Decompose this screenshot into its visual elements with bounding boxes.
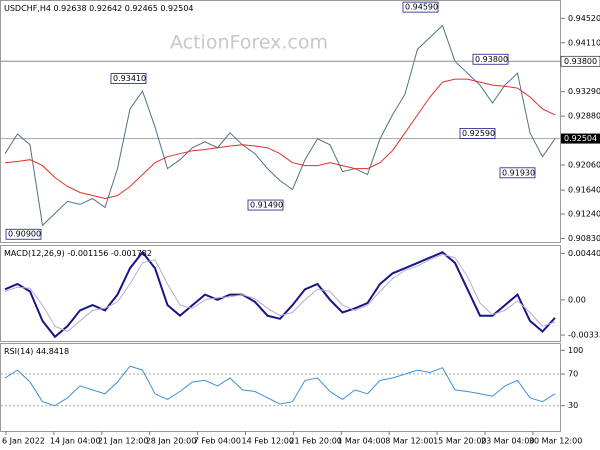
annotation-box — [110, 73, 147, 84]
annotation-box — [499, 167, 536, 179]
x-tick-label: 30 Mar 12:00 — [529, 437, 582, 446]
annotation-box — [472, 53, 509, 65]
current-price-label: 0.92504 — [564, 134, 597, 143]
y-tick-label: 0.90830 — [568, 234, 600, 243]
y-tick-label: 0.92880 — [568, 112, 600, 121]
series-line — [4, 365, 556, 407]
header-value: 0.92465 — [125, 4, 158, 13]
y-tick-label: 0.94520 — [568, 14, 600, 23]
rsi-panel — [0, 343, 561, 432]
annotation-box — [402, 1, 439, 13]
x-tick-label: 21 Jan 12:00 — [98, 437, 149, 446]
x-tick-label: 14 Feb 12:00 — [242, 437, 294, 446]
header-value: USDCHF,H4 — [4, 4, 51, 13]
y-tick-label: 30 — [568, 401, 578, 410]
annotation-label: 0.91930 — [502, 168, 535, 177]
chart-header: USDCHF,H4 0.92638 0.92642 0.92465 0.9250… — [4, 4, 194, 13]
caption-part: -0.001782 — [111, 249, 152, 258]
header-value: 0.92504 — [160, 4, 193, 13]
y-tick-label: 100 — [568, 346, 583, 355]
y-tick-label: 0.93800 — [564, 57, 597, 66]
caption-part: 44.8418 — [36, 347, 69, 356]
indicator-caption: RSI(14) 44.8418 — [4, 347, 69, 356]
annotation-label: 0.90900 — [8, 230, 41, 239]
header-value: 0.92638 — [54, 4, 87, 13]
highlight-box — [560, 55, 600, 67]
series-line — [4, 253, 556, 333]
annotation-label: 0.93800 — [475, 55, 508, 64]
annotation-box — [459, 128, 496, 139]
x-tick-label: 28 Jan 20:00 — [146, 437, 197, 446]
x-tick-label: 6 Jan 2022 — [2, 437, 45, 446]
current-price-box — [561, 133, 600, 144]
macd-panel — [0, 245, 561, 342]
x-tick-label: 1 Mar 04:00 — [337, 437, 385, 446]
annotation-label: 0.94590 — [405, 3, 438, 12]
x-tick-label: 21 Feb 20:00 — [289, 437, 341, 446]
series-line — [4, 78, 556, 200]
annotation-label: 0.93410 — [113, 74, 146, 83]
x-tick-label: 8 Mar 12:00 — [385, 437, 433, 446]
annotation-box — [5, 228, 42, 240]
annotation-box — [247, 199, 284, 211]
caption-part: RSI(14) — [4, 347, 33, 356]
x-tick-label: 23 Mar 04:00 — [481, 437, 534, 446]
annotation-label: 0.91490 — [250, 201, 283, 210]
y-tick-label: 0.004403 — [568, 249, 600, 258]
y-tick-label: -0.003338 — [568, 331, 600, 340]
y-tick-label: 0.00 — [568, 295, 586, 304]
caption-part: MACD(12,26,9) — [4, 249, 65, 258]
series-line — [4, 24, 556, 227]
y-tick-label: 0.93290 — [568, 87, 600, 96]
series-line — [4, 250, 556, 339]
price-panel — [0, 0, 561, 243]
watermark: ActionForex.com — [170, 32, 328, 54]
y-tick-label: 0.92060 — [568, 161, 600, 170]
y-tick-label: 0.91640 — [568, 186, 600, 195]
y-tick-label: 0.91240 — [568, 209, 600, 218]
x-tick-label: 14 Jan 04:00 — [50, 437, 101, 446]
annotation-label: 0.92590 — [462, 129, 495, 138]
x-tick-label: 15 Mar 20:00 — [433, 437, 486, 446]
x-tick-label: 7 Feb 04:00 — [194, 437, 241, 446]
indicator-caption: MACD(12,26,9) -0.001156 -0.001782 — [4, 249, 152, 258]
header-value: 0.92642 — [89, 4, 122, 13]
caption-part: -0.001156 — [67, 249, 108, 258]
y-tick-label: 0.94110 — [568, 38, 600, 47]
y-tick-label: 70 — [568, 370, 578, 379]
